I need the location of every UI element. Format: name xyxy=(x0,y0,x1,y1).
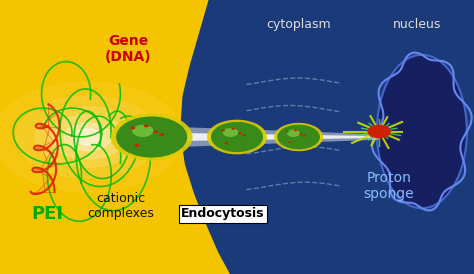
Circle shape xyxy=(231,128,235,130)
Circle shape xyxy=(303,135,306,136)
Text: cationic
complexes: cationic complexes xyxy=(87,192,155,219)
Circle shape xyxy=(116,116,187,158)
Circle shape xyxy=(224,142,228,144)
Circle shape xyxy=(73,129,102,145)
Text: Gene
(DNA): Gene (DNA) xyxy=(105,34,151,64)
Circle shape xyxy=(17,96,159,178)
Text: nucleus: nucleus xyxy=(393,18,441,31)
Circle shape xyxy=(132,125,154,137)
Circle shape xyxy=(50,115,126,159)
Polygon shape xyxy=(152,126,379,148)
Circle shape xyxy=(223,128,238,137)
Circle shape xyxy=(144,124,149,127)
Circle shape xyxy=(159,133,164,136)
Circle shape xyxy=(288,141,292,143)
Circle shape xyxy=(287,130,300,137)
Ellipse shape xyxy=(377,55,467,208)
Circle shape xyxy=(154,130,158,133)
Circle shape xyxy=(64,123,111,151)
Circle shape xyxy=(242,134,246,136)
Circle shape xyxy=(238,132,242,134)
Circle shape xyxy=(207,120,267,154)
Circle shape xyxy=(111,113,192,161)
Circle shape xyxy=(277,125,320,149)
Circle shape xyxy=(135,144,139,147)
Polygon shape xyxy=(171,133,370,141)
Circle shape xyxy=(286,131,289,132)
Text: Proton
sponge: Proton sponge xyxy=(364,171,414,201)
Text: PEI: PEI xyxy=(31,205,64,223)
Circle shape xyxy=(36,107,140,167)
Polygon shape xyxy=(180,0,474,274)
Circle shape xyxy=(300,133,303,135)
Circle shape xyxy=(294,130,297,131)
Circle shape xyxy=(221,129,225,132)
Circle shape xyxy=(367,125,391,138)
Circle shape xyxy=(274,123,323,151)
Circle shape xyxy=(0,82,182,192)
Text: Endocytosis: Endocytosis xyxy=(181,207,264,220)
Circle shape xyxy=(130,127,135,129)
Text: cytoplasm: cytoplasm xyxy=(266,18,331,31)
Circle shape xyxy=(211,122,263,152)
